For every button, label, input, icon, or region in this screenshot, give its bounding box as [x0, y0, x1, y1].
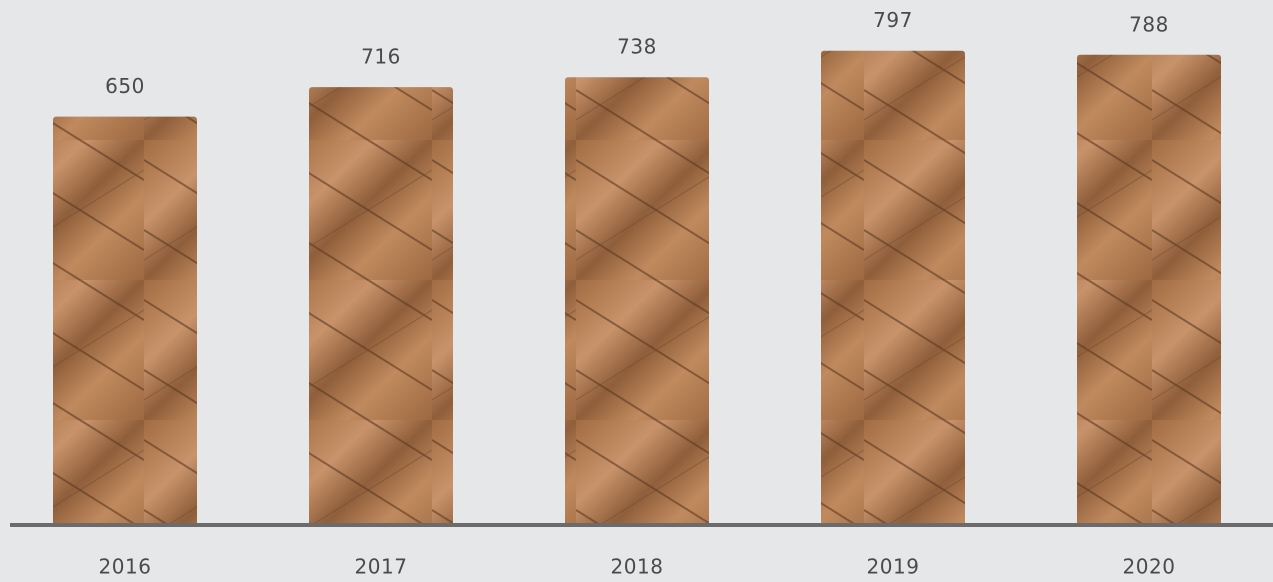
value-label: 650 — [105, 74, 145, 98]
value-label: 797 — [873, 8, 913, 32]
x-tick-label: 2019 — [867, 555, 920, 579]
bar — [309, 87, 453, 525]
bar — [821, 50, 965, 525]
x-tick-label: 2016 — [99, 555, 152, 579]
value-label: 716 — [361, 45, 401, 69]
value-label: 788 — [1129, 12, 1169, 36]
bar — [53, 116, 197, 526]
bar — [565, 77, 709, 526]
x-tick-label: 2017 — [355, 555, 408, 579]
bar — [1077, 54, 1221, 525]
x-tick-label: 2020 — [1123, 555, 1176, 579]
value-label: 738 — [617, 35, 657, 59]
x-tick-label: 2018 — [611, 555, 664, 579]
